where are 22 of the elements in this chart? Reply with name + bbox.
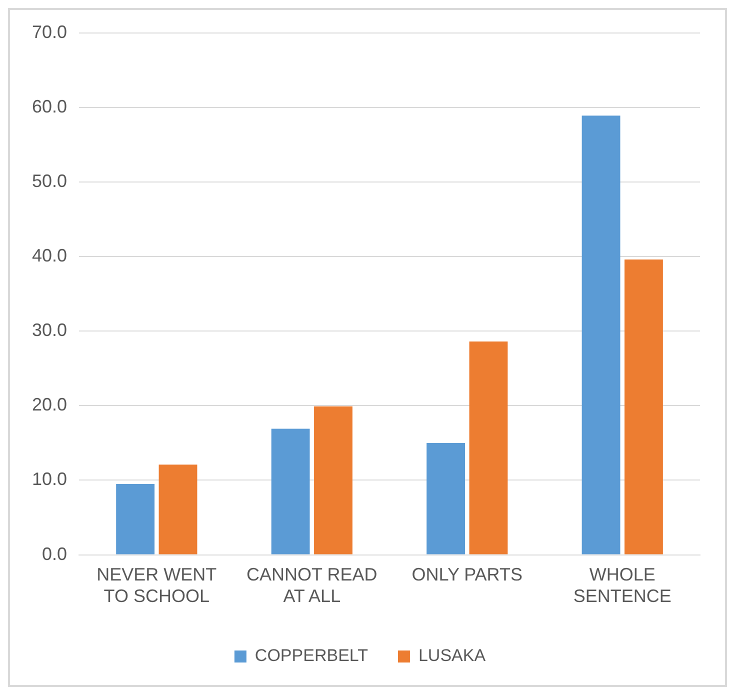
y-tick-label: 60.0 (32, 96, 68, 116)
bar (314, 406, 352, 554)
x-tick-label: NEVER WENT TO SCHOOL (96, 564, 217, 606)
bar (158, 464, 198, 554)
y-tick-label: 0.0 (42, 544, 68, 564)
y-tick-label: 30.0 (32, 320, 68, 340)
y-tick-label: 10.0 (32, 469, 68, 490)
x-tick-label: CANNOT READ AT ALL (246, 564, 378, 606)
legend-label: COPPERBELT (254, 646, 368, 666)
y-tick-label: 20.0 (32, 394, 68, 415)
legend-label: LUSAKA (418, 646, 486, 666)
bar (116, 484, 155, 554)
x-tick-label: ONLY PARTS (412, 564, 522, 585)
bar (582, 116, 620, 554)
bar (624, 259, 663, 554)
bar (426, 442, 466, 554)
y-tick-label: 50.0 (32, 170, 68, 191)
bar (271, 428, 310, 554)
y-tick-label: 40.0 (32, 245, 68, 266)
y-tick-label: 70.0 (32, 22, 68, 42)
bar (469, 342, 508, 554)
x-tick-label: WHOLE SENTENCE (573, 564, 672, 606)
